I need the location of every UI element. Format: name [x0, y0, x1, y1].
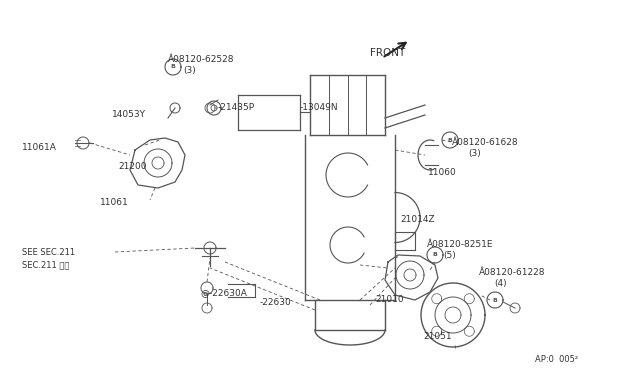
Text: 11060: 11060 [428, 168, 457, 177]
Text: (4): (4) [494, 279, 507, 288]
Text: -13049N: -13049N [300, 103, 339, 112]
Text: @-22630A: @-22630A [200, 288, 247, 297]
Text: SEC.211 参照: SEC.211 参照 [22, 260, 69, 269]
Text: -22630: -22630 [260, 298, 292, 307]
Text: 21014Z: 21014Z [400, 215, 435, 224]
Text: 11061A: 11061A [22, 143, 57, 152]
Text: AP:0  005²: AP:0 005² [535, 355, 578, 364]
Text: SEE SEC.211: SEE SEC.211 [22, 248, 75, 257]
Text: Â08120-61228: Â08120-61228 [479, 268, 545, 277]
Text: -21435P: -21435P [218, 103, 255, 112]
Text: B: B [447, 138, 452, 142]
Text: Â08120-8251E: Â08120-8251E [427, 240, 493, 249]
Text: 14053Y: 14053Y [112, 110, 146, 119]
Text: B: B [493, 298, 497, 302]
Text: (3): (3) [468, 149, 481, 158]
Text: 21010: 21010 [375, 295, 404, 304]
Text: 21200: 21200 [118, 162, 147, 171]
Text: Â08120-61628: Â08120-61628 [452, 138, 518, 147]
Text: B: B [171, 64, 175, 70]
Text: Â08120-62528: Â08120-62528 [168, 55, 234, 64]
Text: 21051: 21051 [423, 332, 452, 341]
Text: B: B [433, 253, 437, 257]
Text: 11061: 11061 [100, 198, 129, 207]
Text: (5): (5) [443, 251, 456, 260]
Text: FRONT: FRONT [370, 48, 405, 58]
Text: (3): (3) [183, 66, 196, 75]
